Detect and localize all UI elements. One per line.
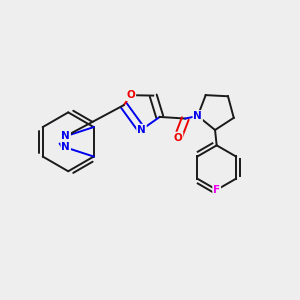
- Text: N: N: [193, 111, 202, 121]
- Text: N: N: [61, 142, 70, 152]
- Text: N: N: [137, 125, 146, 135]
- Text: N: N: [61, 131, 70, 141]
- Text: O: O: [127, 90, 135, 100]
- Text: F: F: [213, 185, 220, 195]
- Text: O: O: [174, 133, 182, 142]
